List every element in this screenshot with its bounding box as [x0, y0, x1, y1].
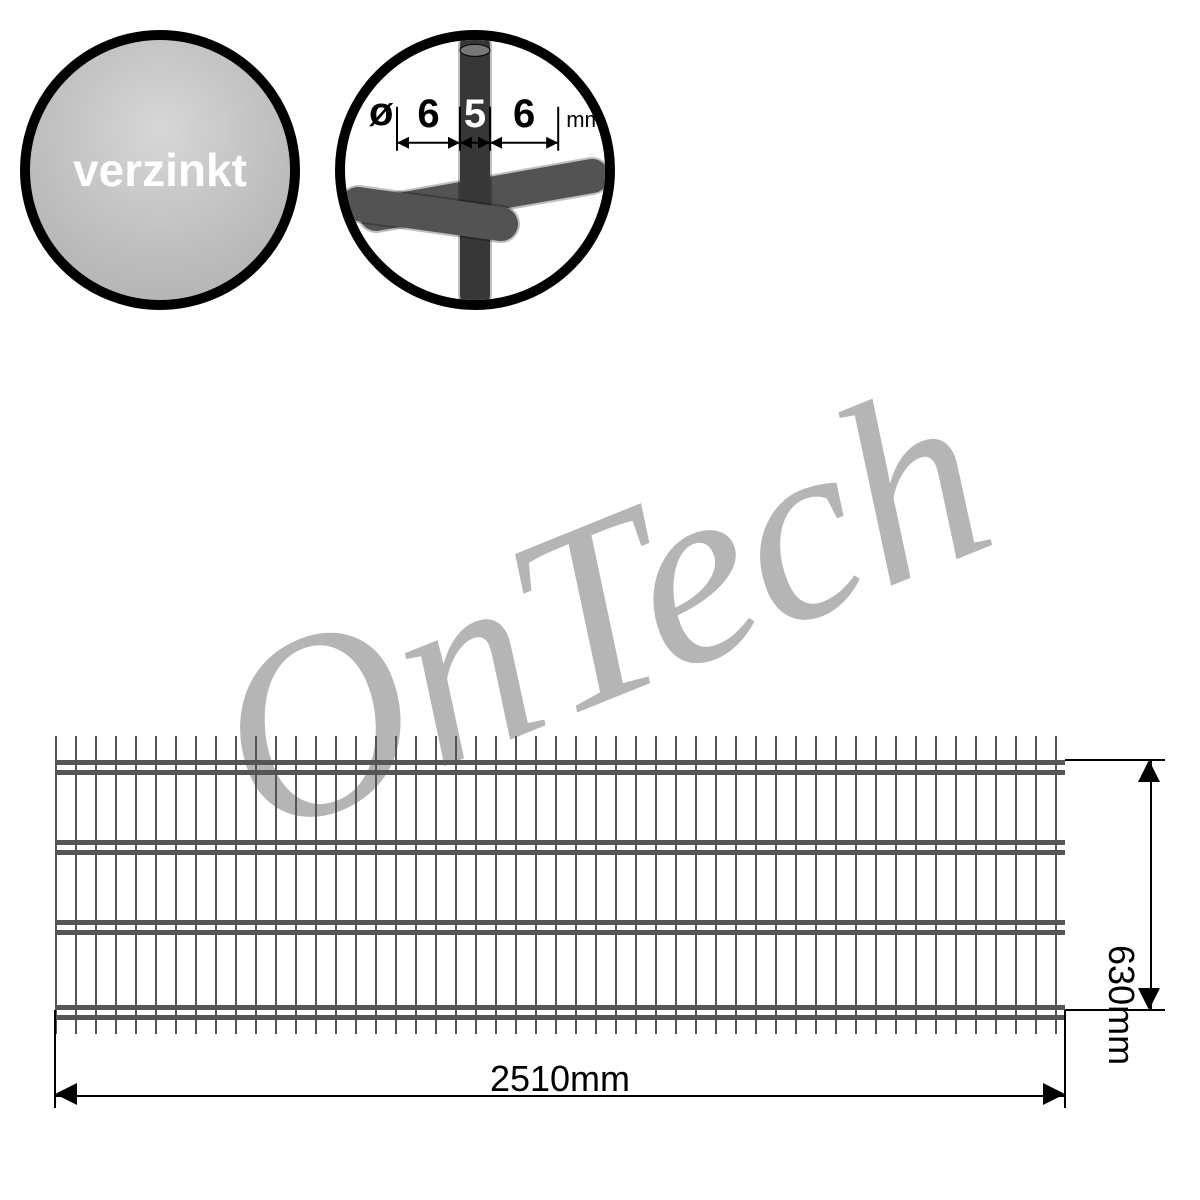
- dimension-height: 630mm: [0, 0, 1200, 1200]
- product-diagram: { "meta": { "canvas_w": 1200, "canvas_h"…: [0, 0, 1200, 1200]
- dimension-height-label: 630mm: [1100, 945, 1142, 1065]
